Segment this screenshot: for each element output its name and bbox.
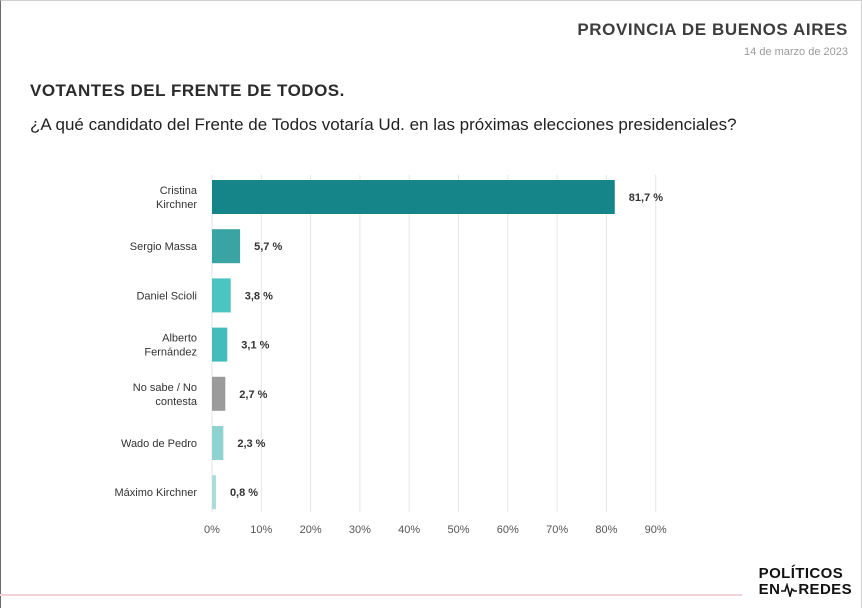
footer-divider [0, 594, 742, 596]
brand-logo: POLÍTICOS EN REDES [759, 566, 852, 598]
category-label: Cristina Kirchner [156, 185, 198, 211]
category-label-line: Daniel Scioli [136, 290, 197, 302]
pulse-icon [781, 583, 798, 597]
x-tick-label: 20% [300, 524, 322, 536]
value-label: 5,7 % [254, 241, 282, 253]
category-label-line: contesta [155, 396, 197, 408]
category-label-line: Kirchner [156, 199, 197, 211]
category-label-line: Wado de Pedro [121, 438, 197, 450]
value-label: 2,7 % [239, 389, 267, 401]
x-tick-label: 50% [447, 524, 469, 536]
bar [212, 278, 231, 313]
value-label: 3,1 % [241, 340, 269, 352]
x-tick-label: 70% [546, 524, 568, 536]
category-label: Daniel Scioli [136, 290, 197, 302]
x-tick-label: 40% [398, 524, 420, 536]
chart-title: VOTANTES DEL FRENTE DE TODOS. [30, 81, 345, 100]
x-tick-label: 90% [645, 524, 667, 536]
header: PROVINCIA DE BUENOS AIRES 14 de marzo de… [577, 20, 848, 58]
bar [212, 180, 615, 214]
x-tick-label: 0% [204, 524, 220, 536]
logo-word-redes: REDES [798, 581, 852, 598]
category-label-line: Máximo Kirchner [114, 487, 197, 499]
region-title: PROVINCIA DE BUENOS AIRES [577, 20, 848, 39]
survey-question: ¿A qué candidato del Frente de Todos vot… [30, 115, 737, 134]
value-label: 2,3 % [237, 438, 265, 450]
category-label: Wado de Pedro [121, 438, 197, 450]
x-tick-label: 30% [349, 524, 371, 536]
category-label: Máximo Kirchner [114, 487, 197, 499]
bar [212, 426, 224, 460]
value-label: 0,8 % [230, 487, 258, 499]
bar [212, 229, 241, 264]
bar [212, 327, 228, 362]
category-label: Alberto Fernández [144, 333, 197, 359]
report-date: 14 de marzo de 2023 [744, 46, 848, 58]
bar [212, 475, 216, 510]
value-label: 3,8 % [245, 290, 273, 302]
category-label-line: Cristina [160, 185, 198, 197]
value-label: 81,7 % [629, 192, 663, 204]
x-tick-label: 80% [595, 524, 617, 536]
category-label: No sabe / No contesta [133, 382, 198, 408]
category-label-line: Sergio Massa [130, 241, 198, 253]
x-tick-label: 10% [250, 524, 272, 536]
category-label-line: Fernández [144, 347, 197, 359]
category-label-line: No sabe / No [133, 382, 197, 394]
logo-line-2: EN REDES [759, 582, 852, 598]
logo-line-1: POLÍTICOS [758, 565, 844, 582]
logo-word-en: EN [758, 581, 781, 598]
bar [212, 376, 226, 411]
category-label: Sergio Massa [130, 241, 198, 253]
x-tick-label: 60% [497, 524, 519, 536]
category-label-line: Alberto [162, 333, 197, 345]
